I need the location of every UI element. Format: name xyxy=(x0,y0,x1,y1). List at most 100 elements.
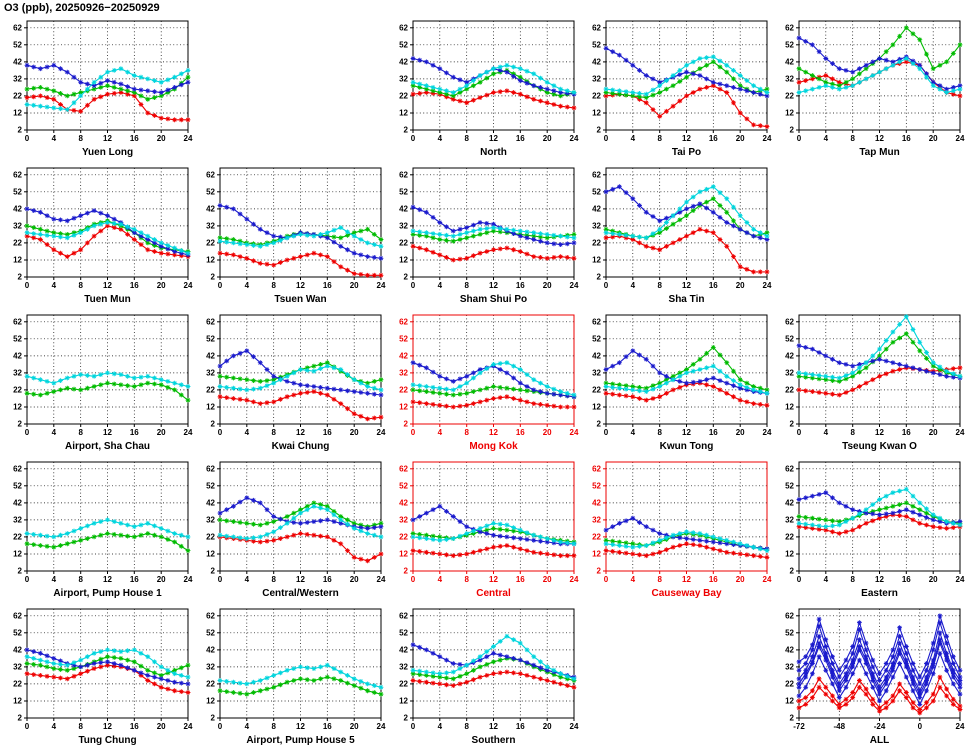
series-cyan xyxy=(603,363,770,396)
x-tick-label: 8 xyxy=(78,281,83,290)
y-tick-label: 42 xyxy=(592,57,601,66)
x-tick-label: 0 xyxy=(604,134,609,143)
x-tick-label: 0 xyxy=(411,428,416,437)
x-tick-label: 8 xyxy=(464,575,469,584)
x-tick-label: 12 xyxy=(682,575,691,584)
x-tick-label: 4 xyxy=(824,575,829,584)
series-cyan xyxy=(603,529,770,553)
chart-tseung-kwan-o: 2 12 22 32 42 52 62 0 4 8 12 16 20 24 Tseung Kwan O xyxy=(785,314,965,452)
x-tick-label: 24 xyxy=(956,575,965,584)
y-tick-label: 12 xyxy=(399,256,408,265)
series-red-0 xyxy=(796,684,963,716)
y-tick-label: 22 xyxy=(399,385,408,394)
x-tick-label: 8 xyxy=(271,428,276,437)
y-tick-label: 2 xyxy=(597,567,602,576)
series-cyan xyxy=(217,363,384,393)
x-tick-label: 0 xyxy=(25,575,30,584)
chart-title: Kwai Chung xyxy=(272,441,330,452)
y-tick-label: 12 xyxy=(13,550,22,559)
chart-cell-tai-po: 2 12 22 32 42 52 62 0 4 8 12 16 20 24 Tai Po xyxy=(579,18,772,165)
y-tick-label: 32 xyxy=(592,221,601,230)
x-tick-label: 24 xyxy=(184,281,193,290)
series-green xyxy=(603,345,770,393)
chart-title: Mong Kok xyxy=(469,441,518,452)
y-tick-label: 52 xyxy=(399,40,408,49)
series-red xyxy=(410,543,577,559)
chart-cell-central-western: 2 12 22 32 42 52 62 0 4 8 12 16 20 24 Central/Western xyxy=(193,459,386,606)
chart-airport-pump-house-1: 2 12 22 32 42 52 62 0 4 8 12 16 20 24 Airport, Pump Ho… xyxy=(13,461,193,599)
chart-title: Causeway Bay xyxy=(651,588,721,599)
x-tick-label: 4 xyxy=(245,575,250,584)
series-red xyxy=(217,389,384,422)
y-tick-label: 62 xyxy=(399,611,408,620)
series-cyan xyxy=(796,486,963,530)
x-tick-label: 16 xyxy=(902,428,911,437)
y-tick-label: 32 xyxy=(13,662,22,671)
y-tick-label: 62 xyxy=(399,317,408,326)
series-cyan xyxy=(410,520,577,547)
x-tick-label: 8 xyxy=(78,428,83,437)
chart-cell-kwun-tong: 2 12 22 32 42 52 62 0 4 8 12 16 20 24 Kwun Tong xyxy=(579,312,772,459)
x-tick-label: 20 xyxy=(736,575,745,584)
y-tick-label: 42 xyxy=(13,498,22,507)
y-tick-label: 32 xyxy=(399,368,408,377)
series-red xyxy=(410,243,577,263)
x-tick-label: 4 xyxy=(245,428,250,437)
y-tick-label: 2 xyxy=(404,567,409,576)
y-tick-label: 52 xyxy=(13,187,22,196)
x-tick-label: 24 xyxy=(570,134,579,143)
y-tick-label: 12 xyxy=(13,256,22,265)
y-tick-label: 52 xyxy=(13,628,22,637)
series-cyan xyxy=(603,54,770,97)
y-tick-label: 32 xyxy=(13,515,22,524)
y-tick-label: 32 xyxy=(399,515,408,524)
x-tick-label: 8 xyxy=(464,134,469,143)
y-tick-label: 42 xyxy=(399,204,408,213)
chart-cell-airport-pump-house-1: 2 12 22 32 42 52 62 0 4 8 12 16 20 24 Airport, Pump Ho… xyxy=(0,459,193,606)
y-tick-label: 22 xyxy=(399,91,408,100)
x-tick-label: 20 xyxy=(543,575,552,584)
x-tick-label: 8 xyxy=(271,575,276,584)
chart-cell-mong-kok: 2 12 22 32 42 52 62 0 4 8 12 16 20 24 Mong Kok xyxy=(386,312,579,459)
x-tick-label: 20 xyxy=(543,428,552,437)
y-tick-label: 2 xyxy=(404,126,409,135)
x-tick-label: 16 xyxy=(902,575,911,584)
y-tick-label: 22 xyxy=(785,679,794,688)
series-blue xyxy=(603,45,770,99)
x-tick-label: 20 xyxy=(350,722,359,731)
x-tick-label: 0 xyxy=(604,428,609,437)
y-tick-label: 22 xyxy=(785,91,794,100)
series-red xyxy=(410,394,577,410)
x-tick-label: 4 xyxy=(52,281,57,290)
y-tick-label: 62 xyxy=(592,464,601,473)
x-tick-label: 12 xyxy=(296,428,305,437)
y-tick-label: 52 xyxy=(206,334,215,343)
y-tick-label: 52 xyxy=(785,40,794,49)
x-tick-label: 16 xyxy=(709,281,718,290)
x-tick-label: 8 xyxy=(657,281,662,290)
y-tick-label: 32 xyxy=(206,515,215,524)
x-tick-label: 4 xyxy=(52,134,57,143)
charts-grid: 2 12 22 32 42 52 62 0 4 8 12 16 20 24 Yuen Long 2 12 22 32… xyxy=(0,18,965,753)
series-blue xyxy=(603,184,770,242)
chart-title: Southern xyxy=(472,735,516,746)
y-tick-label: 42 xyxy=(785,645,794,654)
chart-sha-tin: 2 12 22 32 42 52 62 0 4 8 12 16 20 24 Sha Tin xyxy=(592,167,772,305)
x-tick-label: 4 xyxy=(824,428,829,437)
x-tick-label: 24 xyxy=(184,575,193,584)
y-tick-label: 12 xyxy=(592,109,601,118)
y-tick-label: 22 xyxy=(785,385,794,394)
y-tick-label: 32 xyxy=(399,221,408,230)
x-tick-label: 12 xyxy=(103,134,112,143)
chart-cell-tap-mun: 2 12 22 32 42 52 62 0 4 8 12 16 20 24 Tap Mun xyxy=(772,18,965,165)
x-tick-label: 20 xyxy=(543,134,552,143)
x-tick-label: 12 xyxy=(296,281,305,290)
x-tick-label: 0 xyxy=(604,575,609,584)
x-tick-label: 0 xyxy=(797,575,802,584)
y-tick-label: 32 xyxy=(206,662,215,671)
y-tick-label: 62 xyxy=(592,23,601,32)
x-tick-label: 20 xyxy=(350,281,359,290)
y-tick-label: 12 xyxy=(785,550,794,559)
x-tick-label: 24 xyxy=(763,134,772,143)
y-tick-label: 42 xyxy=(399,645,408,654)
